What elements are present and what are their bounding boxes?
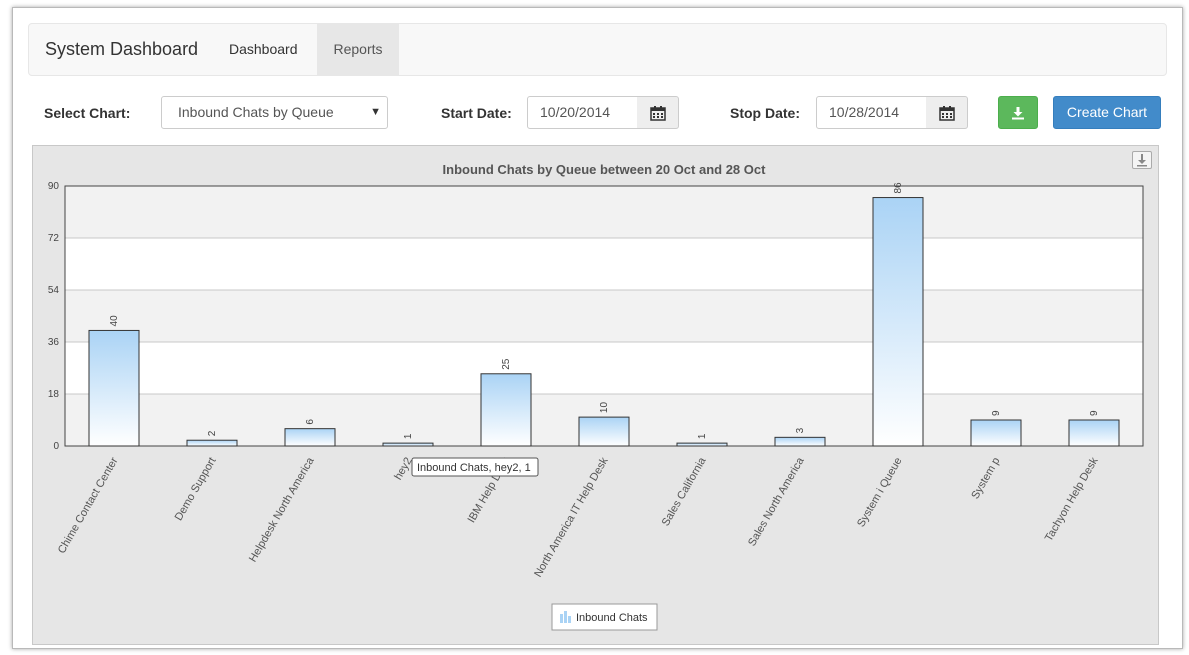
bar	[872, 197, 924, 447]
data-label: 40	[109, 315, 120, 327]
y-tick-label: 54	[48, 285, 60, 296]
x-tick-label: Demo Support	[173, 456, 219, 523]
x-tick-label: Chime Contact Center	[56, 455, 121, 556]
grid-band	[65, 290, 1143, 342]
data-label: 86	[893, 182, 904, 194]
download-button[interactable]	[998, 96, 1038, 129]
x-tick-label: Sales North America	[746, 455, 807, 549]
data-label: 9	[991, 410, 1002, 416]
chart-title: Inbound Chats by Queue between 20 Oct an…	[443, 162, 767, 177]
y-tick-label: 90	[48, 181, 60, 192]
tab-reports[interactable]: Reports	[317, 24, 399, 75]
data-label: 2	[207, 430, 218, 436]
data-label: 25	[501, 358, 512, 370]
x-tick-label: Sales California	[660, 455, 709, 528]
data-label: 6	[305, 419, 316, 425]
y-tick-label: 18	[48, 389, 60, 400]
chart-select-value: Inbound Chats by Queue	[178, 104, 334, 120]
bar	[774, 436, 826, 447]
tooltip-box	[411, 457, 539, 477]
legend-icon	[560, 614, 563, 623]
start-date-calendar-button[interactable]	[637, 96, 679, 129]
y-tick-label: 0	[53, 441, 59, 452]
y-tick-label: 72	[48, 233, 60, 244]
export-chart-button[interactable]	[1132, 151, 1152, 169]
data-label: 10	[599, 402, 610, 414]
create-chart-button[interactable]: Create Chart	[1053, 96, 1161, 129]
bar	[676, 442, 728, 447]
bar	[382, 442, 434, 447]
bar	[284, 428, 336, 447]
bar	[578, 416, 630, 447]
bar	[88, 329, 140, 447]
x-tick-label: hey2	[392, 456, 414, 483]
legend-icon	[564, 611, 567, 623]
tab-dashboard[interactable]: Dashboard	[229, 41, 298, 57]
calendar-icon	[938, 105, 955, 121]
data-label: 9	[1089, 410, 1100, 416]
stop-date-input[interactable]: 10/28/2014	[816, 96, 927, 129]
data-label: 1	[697, 433, 708, 439]
x-tick-label: North America IT Help Desk	[532, 455, 611, 579]
chart-select[interactable]: Inbound Chats by Queue ▼	[161, 96, 388, 129]
bar	[480, 373, 532, 447]
data-label: 1	[403, 433, 414, 439]
start-date-label: Start Date:	[441, 105, 512, 121]
calendar-icon	[649, 105, 666, 121]
brand-title[interactable]: System Dashboard	[45, 39, 199, 59]
bar	[970, 419, 1022, 447]
start-date-input[interactable]: 10/20/2014	[527, 96, 638, 129]
navbar: System Dashboard Dashboard Reports	[28, 23, 1167, 76]
data-label: 3	[795, 427, 806, 433]
stop-date-label: Stop Date:	[730, 105, 800, 121]
grid-band	[65, 186, 1143, 238]
x-tick-label: System p	[969, 456, 1002, 502]
select-chart-label: Select Chart:	[44, 105, 131, 121]
stop-date-calendar-button[interactable]	[926, 96, 968, 129]
download-icon	[1012, 106, 1024, 119]
tooltip-text: Inbound Chats, hey2, 1	[417, 462, 531, 474]
y-tick-label: 36	[48, 337, 60, 348]
x-tick-label: System i Queue	[855, 456, 905, 530]
x-tick-label: Helpdesk North America	[247, 455, 317, 564]
legend-label: Inbound Chats	[576, 612, 648, 624]
x-tick-label: Tachyon Help Desk	[1043, 455, 1101, 544]
legend-icon	[568, 616, 571, 623]
bar	[186, 439, 238, 447]
bar	[1068, 419, 1120, 447]
download-icon	[1137, 154, 1147, 167]
chevron-down-icon: ▼	[370, 106, 381, 118]
